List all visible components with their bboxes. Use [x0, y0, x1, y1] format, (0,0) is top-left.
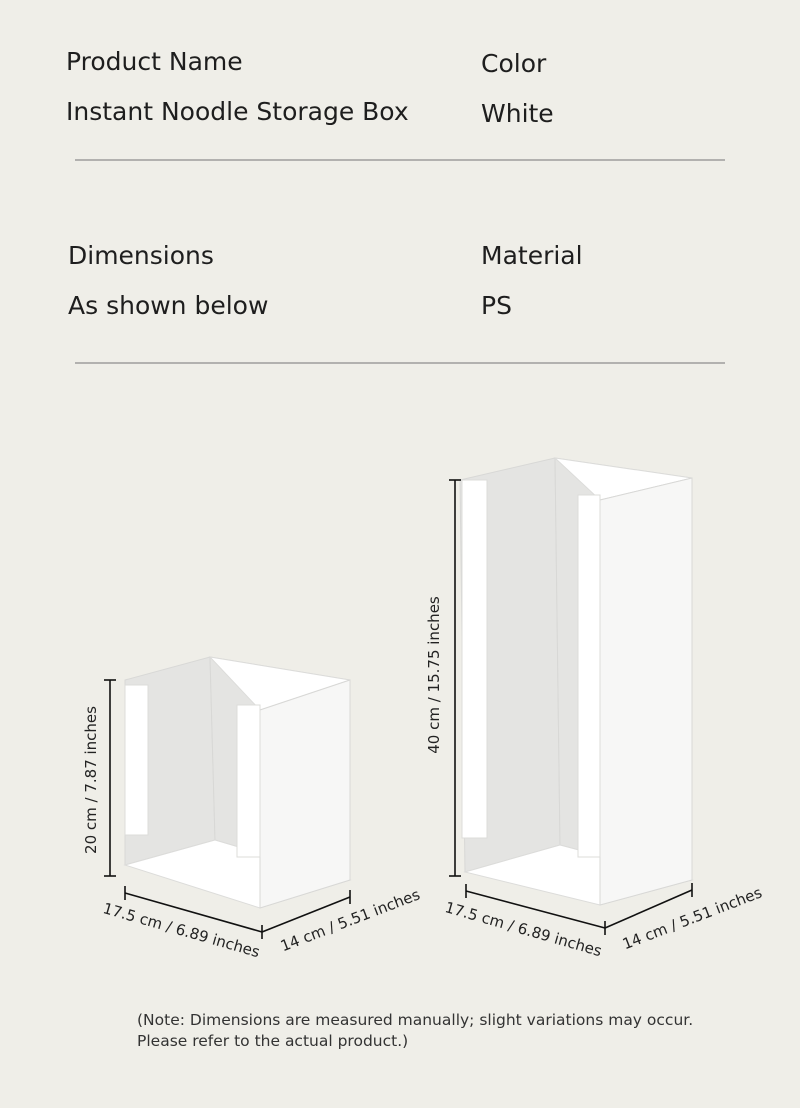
- spec-value: White: [481, 99, 554, 128]
- box-flange: [124, 684, 149, 836]
- dimension-line: [465, 890, 606, 929]
- dimension-line: [604, 889, 693, 929]
- box-flange: [577, 494, 601, 858]
- large-box: [459, 457, 694, 906]
- box-flange: [461, 479, 488, 839]
- note-line: Please refer to the actual product.): [137, 1032, 408, 1050]
- box-side: [599, 477, 693, 906]
- spec-value: Instant Noodle Storage Box: [66, 97, 409, 126]
- small-box: [123, 656, 352, 909]
- dimension-line: [124, 892, 263, 933]
- height-label: 20 cm / 7.87 inches: [82, 706, 100, 854]
- spec-label: Dimensions: [68, 241, 214, 270]
- box-flange: [236, 704, 261, 858]
- box-side: [259, 679, 351, 909]
- small-dimension-lines: [104, 679, 351, 939]
- spec-value: As shown below: [68, 291, 268, 320]
- spec-value: PS: [481, 291, 512, 320]
- spec-label: Product Name: [66, 47, 243, 76]
- note-line: (Note: Dimensions are measured manually;…: [137, 1011, 693, 1029]
- height-label: 40 cm / 15.75 inches: [425, 596, 443, 754]
- dimension-line: [261, 896, 351, 933]
- large-dimension-lines: [449, 479, 693, 935]
- spec-label: Color: [481, 49, 547, 78]
- spec-label: Material: [481, 241, 583, 270]
